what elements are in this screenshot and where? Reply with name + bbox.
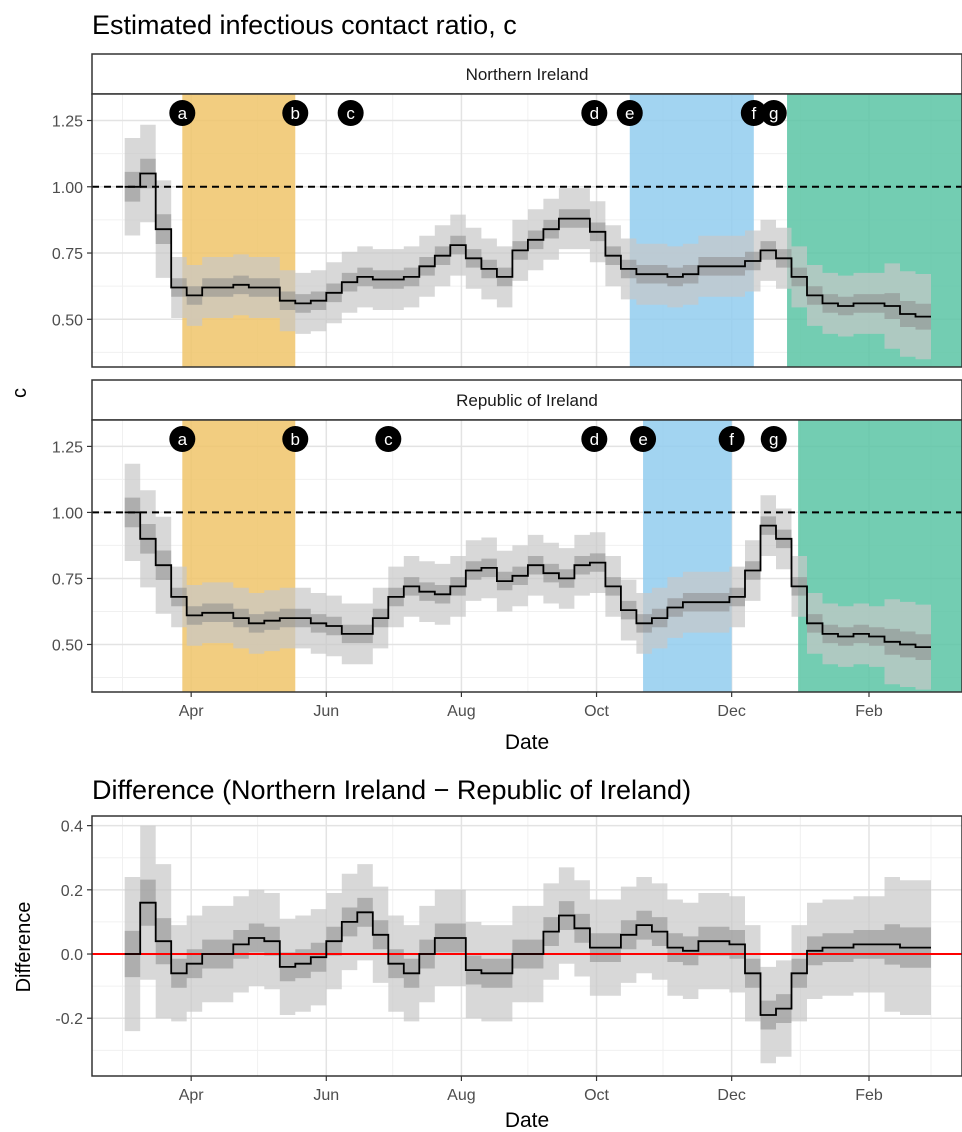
panel-border-ni bbox=[91, 93, 962, 368]
x-tick-label-bottom: Feb bbox=[855, 1087, 883, 1104]
y-axis-title-c: c bbox=[9, 388, 31, 398]
event-label-e: e bbox=[625, 104, 634, 123]
facet-strip-roi bbox=[91, 379, 962, 421]
facet-strip-ni bbox=[91, 53, 962, 95]
event-label-d: d bbox=[590, 430, 599, 449]
event-label-b: b bbox=[291, 430, 300, 449]
event-marker-a bbox=[169, 426, 196, 452]
estimate-line-ni bbox=[124, 172, 931, 318]
x-tick-label-top: Oct bbox=[584, 703, 609, 720]
chart-title: Estimated infectious contact ratio, c bbox=[92, 10, 517, 40]
difference-x-axis-title: Date bbox=[505, 1109, 549, 1132]
y-tick-label: 0.2 bbox=[61, 883, 83, 900]
event-label-b: b bbox=[291, 104, 300, 123]
event-marker-g bbox=[760, 100, 787, 126]
x-tick-label-top: Apr bbox=[179, 703, 205, 720]
y-tick-label: 0.0 bbox=[61, 947, 83, 964]
estimate-line-diff bbox=[124, 901, 931, 1016]
facet-strip-label-roi: Republic of Ireland bbox=[456, 391, 598, 410]
y-tick-label: 0.50 bbox=[52, 312, 83, 329]
y-tick-label: 0.50 bbox=[52, 637, 83, 654]
difference-chart-title: Difference (Northern Ireland − Republic … bbox=[92, 775, 691, 805]
y-tick-label: -0.2 bbox=[55, 1011, 83, 1028]
x-tick-label-bottom: Apr bbox=[179, 1087, 205, 1104]
x-tick-label-bottom: Oct bbox=[584, 1087, 609, 1104]
y-tick-label: 1.00 bbox=[52, 505, 83, 522]
x-tick-label-bottom: Aug bbox=[447, 1087, 475, 1104]
x-tick-label-top: Aug bbox=[447, 703, 475, 720]
phase-band-roi-0 bbox=[182, 420, 296, 692]
event-label-f: f bbox=[751, 104, 756, 123]
event-label-a: a bbox=[178, 104, 188, 123]
event-marker-c bbox=[337, 100, 364, 126]
event-marker-f bbox=[718, 426, 745, 452]
event-label-d: d bbox=[590, 104, 599, 123]
event-label-c: c bbox=[384, 430, 393, 449]
x-axis-title: Date bbox=[505, 731, 549, 754]
y-tick-label: 0.4 bbox=[61, 819, 83, 836]
phase-band-ni-0 bbox=[182, 94, 296, 367]
x-tick-label-bottom: Dec bbox=[717, 1087, 745, 1104]
x-tick-label-top: Jun bbox=[313, 703, 339, 720]
y-tick-label: 0.75 bbox=[52, 246, 83, 263]
ci50-ribbon-roi bbox=[124, 497, 931, 660]
event-label-g: g bbox=[769, 104, 778, 123]
event-marker-c bbox=[375, 426, 402, 452]
phase-band-ni-1 bbox=[629, 94, 754, 367]
event-marker-d bbox=[581, 426, 608, 452]
phase-band-roi-1 bbox=[643, 420, 732, 692]
event-label-f: f bbox=[729, 430, 734, 449]
y-tick-label: 1.25 bbox=[52, 439, 83, 456]
y-tick-label: 0.75 bbox=[52, 571, 83, 588]
event-marker-e bbox=[616, 100, 643, 126]
facet-strip-label-ni: Northern Ireland bbox=[466, 65, 589, 84]
event-marker-a bbox=[169, 100, 196, 126]
x-tick-label-bottom: Jun bbox=[313, 1087, 339, 1104]
event-marker-b bbox=[282, 426, 309, 452]
event-marker-e bbox=[630, 426, 657, 452]
event-label-e: e bbox=[638, 430, 647, 449]
difference-y-axis-title: Difference bbox=[13, 902, 35, 993]
event-marker-b bbox=[282, 100, 309, 126]
event-label-a: a bbox=[178, 430, 188, 449]
panel-border-roi bbox=[91, 419, 962, 693]
y-tick-label: 1.25 bbox=[52, 114, 83, 131]
event-marker-f bbox=[740, 100, 767, 126]
event-label-g: g bbox=[769, 430, 778, 449]
event-marker-g bbox=[760, 426, 787, 452]
x-tick-label-top: Feb bbox=[855, 703, 883, 720]
estimate-line-roi bbox=[124, 511, 931, 648]
y-tick-label: 1.00 bbox=[52, 180, 83, 197]
panel-border-diff bbox=[91, 815, 962, 1077]
x-tick-label-top: Dec bbox=[717, 703, 745, 720]
event-label-c: c bbox=[346, 104, 355, 123]
event-marker-d bbox=[581, 100, 608, 126]
